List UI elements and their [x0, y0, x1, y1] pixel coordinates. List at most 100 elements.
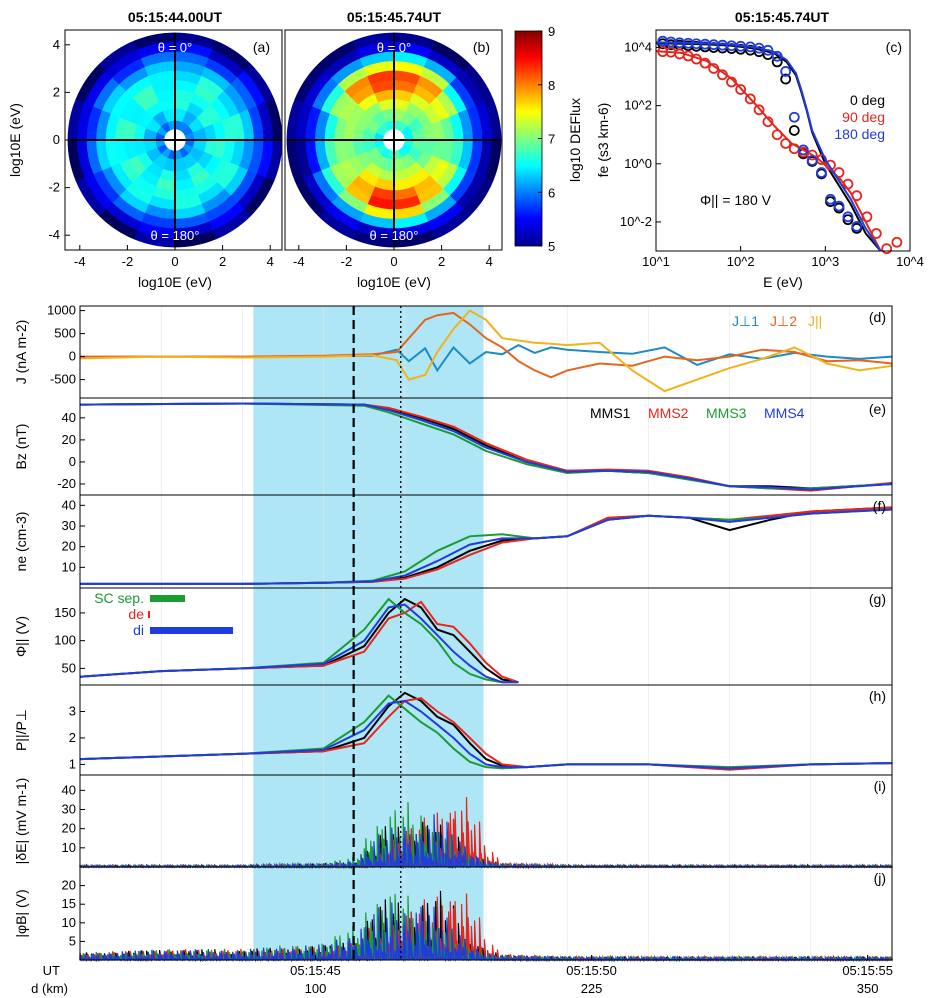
y-tick-label: 0: [69, 349, 76, 364]
polar-plot-a: [67, 32, 283, 248]
panel-label: (d): [869, 309, 886, 325]
x-tick-label: 10^3: [811, 254, 839, 269]
data-point: [771, 50, 783, 62]
data-point: [816, 167, 827, 178]
x-tick-label: -4: [74, 254, 86, 269]
x-tick-label: 2: [219, 254, 226, 269]
colorbar-tick-label: 7: [548, 132, 555, 147]
time-series-stack: 1000 500 0 -500 (d) J (nA m-2) 40 20 0 -20 (e) Bz (…: [13, 303, 893, 996]
colorbar-tick-label: 8: [548, 78, 555, 93]
panel-label: (e): [869, 401, 886, 417]
panel-a-theta-top: θ = 0°: [158, 40, 192, 55]
x-tick-label: 10^2: [727, 254, 755, 269]
panel-c-frame: [655, 29, 911, 252]
scale-bar-label-0: SC sep.: [94, 590, 144, 606]
y-tick-label: 5: [69, 933, 76, 948]
data-point: [753, 104, 765, 116]
data-point: [851, 221, 863, 232]
panel-c: 05:15:45.74UT 10^1 10^2 10^3 10^410^410^210…: [595, 9, 924, 290]
data-point: [780, 66, 792, 77]
y-tick-label: -2: [48, 180, 60, 195]
y-tick-label: 40: [62, 497, 76, 512]
x-tick-label: 4: [486, 254, 493, 269]
y-tick-label: 0: [69, 454, 76, 469]
colorbar-label: log10 DEFlux: [567, 98, 583, 182]
data-point: [842, 211, 854, 223]
panel-e: 40 20 0 -20 (e) Bz (nT): [13, 397, 893, 496]
panel-a: 05:15:44.00UT (a) θ = 0° θ = 180° -4 -2 0 2…: [7, 9, 283, 290]
series-line: [79, 603, 519, 684]
panel-a-label: (a): [253, 39, 270, 55]
data-point: [762, 116, 774, 128]
panel-a-theta-bottom: θ = 180°: [151, 228, 200, 243]
data-point: [726, 76, 737, 88]
panel-ylabel: |δE| (mV m-1): [13, 778, 29, 865]
series-line: [79, 402, 893, 491]
y-tick-label: 3: [69, 703, 76, 718]
colorbar-ticks: 9 8 7 6 5: [538, 24, 555, 254]
series-line: [80, 311, 893, 379]
y-tick-label: 20: [62, 878, 76, 893]
panel-a-ticks: -4 -2 0 2 4 4 2 0 -2 -4: [48, 37, 273, 269]
polar-plot-b: [286, 32, 502, 248]
x-axis-label-ut: UT: [43, 963, 60, 978]
data-point: [708, 63, 720, 74]
x-tick-label-d: 350: [857, 981, 879, 996]
y-tick-label: -500: [50, 372, 76, 387]
panel-label: (j): [874, 870, 886, 886]
panel-b-xlabel: log10E (eV): [357, 274, 431, 290]
data-point: [825, 159, 836, 171]
x-axis-label-d: d (km): [31, 981, 68, 996]
data-point: [690, 53, 702, 65]
colorbar-tick-label: 6: [548, 185, 555, 200]
data-point: [717, 69, 728, 81]
legend-mms-3: MMS4: [764, 405, 805, 421]
x-tick-label: 2: [438, 254, 445, 269]
y-tick-label: 40: [62, 782, 76, 797]
scale-bar-1: [148, 611, 150, 618]
data-point: [851, 190, 863, 202]
panel-label: (g): [869, 591, 886, 607]
y-tick-label: 40: [62, 410, 76, 425]
data-point: [833, 200, 845, 212]
model-curve: [655, 42, 882, 252]
x-tick-label: -4: [293, 254, 305, 269]
colorbar-gradient: [514, 30, 543, 247]
x-tick-label-ut: 05:15:50: [566, 963, 617, 978]
panel-ylabel: |φB| (V): [13, 889, 29, 937]
legend-mms-0: MMS1: [590, 405, 631, 421]
panel-b: 05:15:45.74UT (b) θ = 0° θ = 180° -4 -2 0 2…: [284, 9, 503, 290]
y-tick-label: 10^4: [624, 40, 652, 55]
panel-b-theta-bottom: θ = 180°: [370, 228, 419, 243]
data-point: [780, 138, 792, 149]
data-point: [788, 125, 800, 136]
scale-bar-2: [150, 627, 233, 634]
y-tick-label: 2: [53, 84, 60, 99]
data-point: [762, 44, 774, 56]
data-point: [806, 149, 818, 161]
y-tick-label: 10^0: [624, 156, 652, 171]
panel-label: (i): [874, 778, 886, 794]
panel-ylabel: P||/P⊥: [13, 709, 29, 751]
x-tick-label: -2: [122, 254, 134, 269]
colorbar-tick-label: 9: [548, 24, 555, 39]
data-point: [699, 57, 711, 69]
x-tick-label: 0: [390, 254, 397, 269]
legend-current-1: J⊥2: [770, 313, 797, 329]
x-tick-label-d: 225: [581, 981, 603, 996]
x-tick-label: 0: [171, 254, 178, 269]
panel-label: (f): [873, 498, 886, 514]
panel-a-ylabel: log10E (eV): [7, 103, 23, 177]
legend-current-2: J||: [808, 313, 822, 329]
panel-f: 40 30 20 10 (f) ne (cm-3): [13, 494, 893, 589]
panel-c-plot: 10^1 10^2 10^3 10^4 10^4 10^2 10^0 10^-2: [620, 35, 924, 269]
x-tick-label: 4: [267, 254, 274, 269]
y-tick-label: 4: [53, 37, 60, 52]
y-tick-label: 10: [62, 840, 76, 855]
panel-c-phi-annotation: Φ|| = 180 V: [700, 192, 772, 208]
data-point: [771, 56, 783, 68]
data-point: [806, 155, 818, 166]
data-point: [825, 193, 836, 205]
panel-ylabel: Φ|| (V): [13, 616, 29, 657]
y-tick-label: 150: [54, 605, 76, 620]
